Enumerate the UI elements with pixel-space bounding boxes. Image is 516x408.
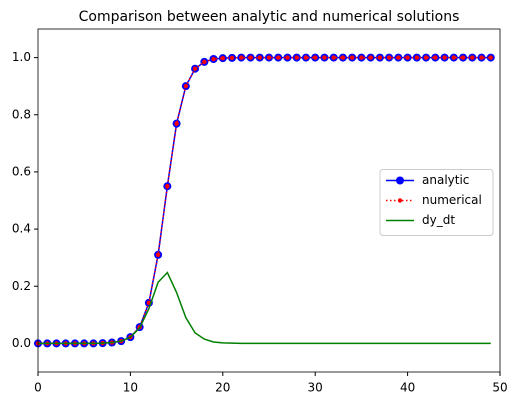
x-tick-label: 50 xyxy=(492,381,507,395)
y-tick-label: 0.0 xyxy=(12,336,31,350)
marker xyxy=(248,55,253,60)
marker xyxy=(155,252,161,258)
marker xyxy=(285,55,290,60)
marker xyxy=(220,55,225,61)
legend-label: dy_dt xyxy=(422,213,455,227)
marker xyxy=(470,55,475,60)
marker xyxy=(174,121,179,126)
marker xyxy=(359,55,364,60)
marker xyxy=(303,55,309,60)
chart-title: Comparison between analytic and numerica… xyxy=(79,9,460,25)
marker xyxy=(396,55,401,60)
marker xyxy=(165,184,170,189)
marker xyxy=(368,55,373,60)
x-tick-label: 10 xyxy=(123,381,138,395)
marker xyxy=(202,59,207,65)
y-tick-label: 0.6 xyxy=(12,164,31,178)
y-tick-label: 0.4 xyxy=(12,222,31,236)
marker xyxy=(331,55,336,60)
marker xyxy=(211,56,216,62)
marker xyxy=(405,55,410,60)
marker xyxy=(340,55,346,60)
legend-label: numerical xyxy=(422,193,482,207)
marker xyxy=(349,55,355,60)
marker xyxy=(229,55,235,61)
marker xyxy=(460,55,466,60)
marker xyxy=(423,55,429,60)
x-tick-label: 30 xyxy=(308,381,323,395)
x-tick-label: 20 xyxy=(215,381,230,395)
marker xyxy=(386,55,392,60)
marker xyxy=(451,55,456,60)
marker xyxy=(479,55,484,60)
y-tick-label: 1.0 xyxy=(12,50,31,64)
marker xyxy=(266,55,272,60)
legend-label: analytic xyxy=(422,173,469,187)
y-tick-label: 0.8 xyxy=(12,107,31,121)
y-tick-label: 0.2 xyxy=(12,279,31,293)
marker xyxy=(257,55,262,60)
x-tick-label: 40 xyxy=(400,381,415,395)
marker xyxy=(276,55,281,60)
series-line xyxy=(38,271,491,345)
marker xyxy=(313,55,318,60)
legend-marker xyxy=(397,198,403,203)
marker xyxy=(414,55,420,60)
marker xyxy=(192,66,198,71)
series-line xyxy=(38,56,491,345)
legend-box xyxy=(379,169,494,236)
marker xyxy=(442,55,447,60)
plot-frame xyxy=(37,28,501,373)
marker xyxy=(294,55,299,60)
marker xyxy=(239,55,244,60)
marker xyxy=(433,55,438,60)
marker xyxy=(183,83,189,89)
marker xyxy=(322,55,327,60)
marker xyxy=(377,55,383,60)
x-tick-label: 0 xyxy=(34,381,42,395)
marker xyxy=(488,55,493,60)
legend-marker xyxy=(396,176,404,185)
